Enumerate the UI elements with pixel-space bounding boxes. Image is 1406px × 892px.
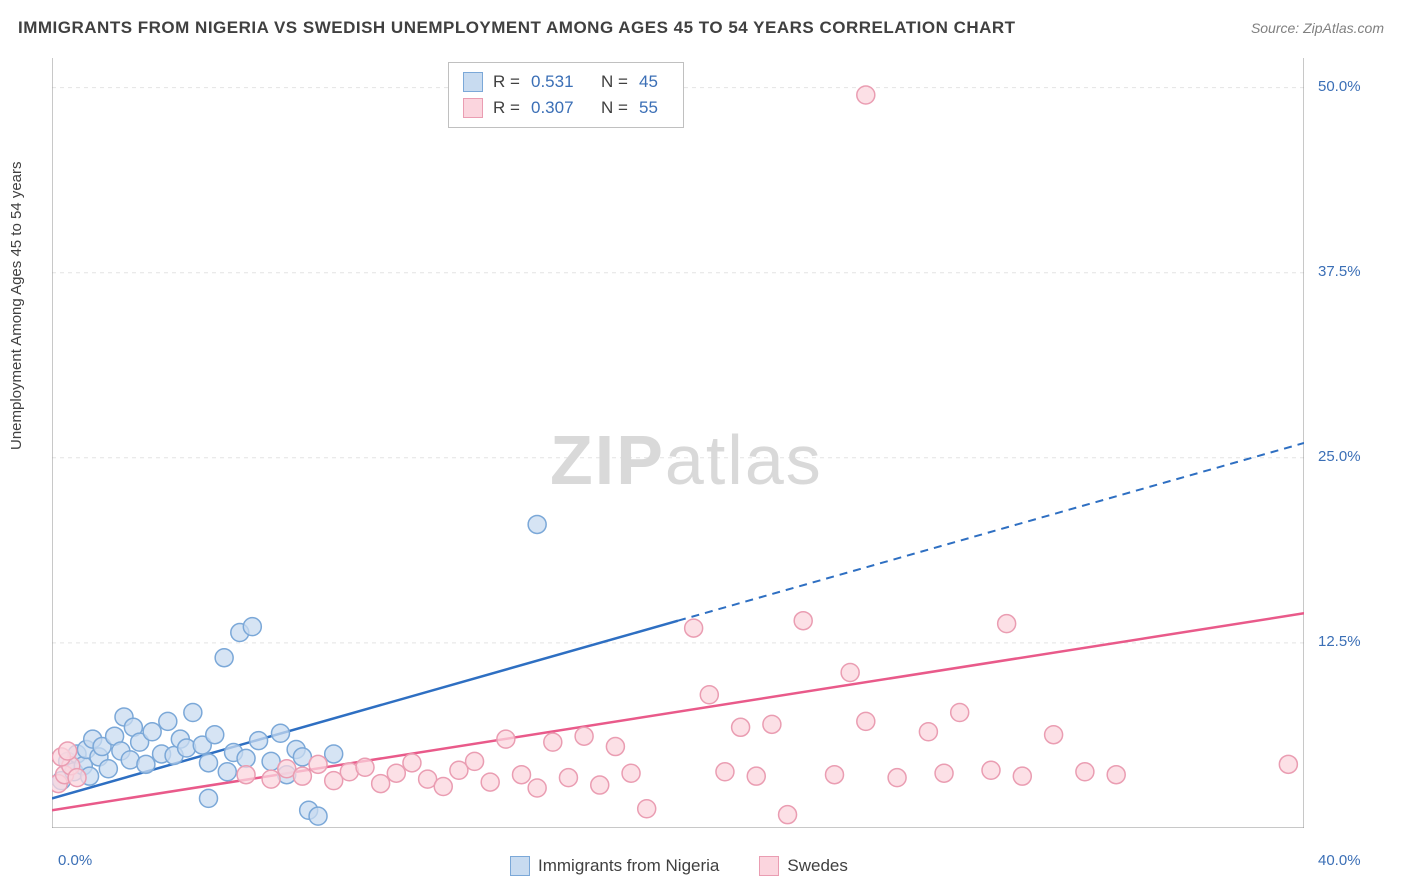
y-tick-label: 12.5% (1318, 633, 1361, 650)
n-value: 45 (639, 69, 669, 95)
legend-row-nigeria: R = 0.531 N = 45 (463, 69, 669, 95)
chart-title: IMMIGRANTS FROM NIGERIA VS SWEDISH UNEMP… (18, 18, 1016, 38)
y-tick-label: 25.0% (1318, 448, 1361, 465)
chart-area (52, 58, 1304, 828)
r-value: 0.531 (531, 69, 591, 95)
y-axis-label: Unemployment Among Ages 45 to 54 years (8, 161, 25, 450)
x-tick-label: 0.0% (58, 852, 92, 869)
scatter-chart-svg (52, 58, 1304, 828)
r-label: R = (493, 69, 521, 95)
legend-text: Swedes (787, 856, 847, 876)
r-label: R = (493, 95, 521, 121)
swatch-swedes (759, 856, 779, 876)
x-tick-label: 40.0% (1318, 852, 1361, 869)
n-value: 55 (639, 95, 669, 121)
n-label: N = (601, 69, 629, 95)
y-tick-label: 50.0% (1318, 78, 1361, 95)
r-value: 0.307 (531, 95, 591, 121)
source-attribution: Source: ZipAtlas.com (1251, 20, 1384, 36)
n-label: N = (601, 95, 629, 121)
swatch-nigeria (510, 856, 530, 876)
correlation-legend: R = 0.531 N = 45 R = 0.307 N = 55 (448, 62, 684, 128)
y-tick-label: 37.5% (1318, 263, 1361, 280)
legend-row-swedes: R = 0.307 N = 55 (463, 95, 669, 121)
legend-item-nigeria: Immigrants from Nigeria (510, 856, 719, 876)
series-legend: Immigrants from Nigeria Swedes (510, 856, 848, 876)
legend-text: Immigrants from Nigeria (538, 856, 719, 876)
swatch-swedes (463, 98, 483, 118)
legend-item-swedes: Swedes (759, 856, 847, 876)
swatch-nigeria (463, 72, 483, 92)
